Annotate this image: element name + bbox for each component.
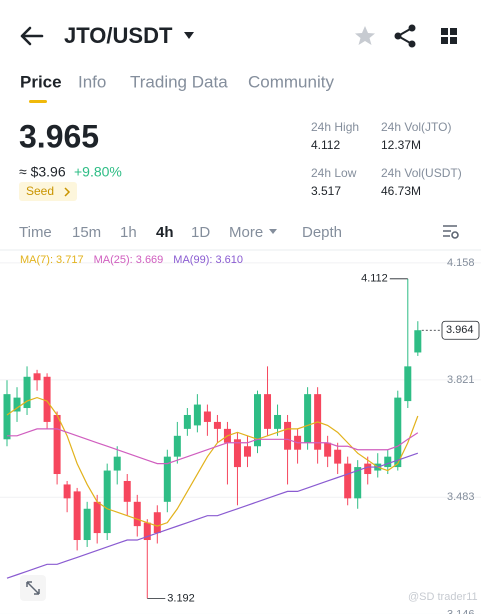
candle-body [243,446,251,457]
stat-value: 4.112 [311,138,340,152]
tab[interactable]: Info [78,72,106,91]
back-button[interactable] [20,26,44,46]
legend-entry: MA(99): 3.610 [173,254,243,266]
stat-label: 24h High [311,120,359,134]
candle-body [163,456,171,502]
candle-body [394,397,402,468]
stat-label: 24h Vol(JTO) [381,120,451,134]
candle-body [264,394,272,429]
candle-body [53,414,61,475]
candle-body [133,501,141,527]
candle-body [93,501,101,534]
candle-body [123,480,131,502]
candle-body [103,470,111,534]
candle-body [3,394,11,440]
ma-line [6,396,419,527]
candle-body [203,411,211,422]
fiat-price: ≈ $3.96 [19,164,66,180]
last-price-label: 3.964 [446,324,474,336]
ma-line [7,428,419,465]
tag-label[interactable]: Seed [26,184,54,198]
stat-value: 12.37M [381,138,421,152]
candle-body [304,394,312,443]
stat-value: 46.73M [381,184,421,198]
fullscreen-button[interactable] [20,575,46,601]
tag-chevron [64,187,71,197]
watermark: @SD trader11 [408,591,478,603]
candle-body [173,435,181,457]
interval[interactable]: Time [19,224,52,241]
candle-body [193,404,201,426]
favorite-icon[interactable] [355,26,375,45]
y-tick-label: 3.483 [447,491,475,503]
candle-body [13,397,21,412]
pair-title[interactable]: JTO/USDT [64,23,173,48]
last-price: 3.965 [19,118,99,154]
share-icon[interactable] [394,24,416,48]
candle-body [254,394,261,447]
candle-body [354,467,362,499]
candle-body [284,421,292,450]
candle-body [73,491,81,541]
candle-body [143,522,151,541]
settings-icon[interactable] [443,225,459,239]
interval[interactable]: 1D [191,224,210,241]
candle-body [404,366,412,402]
candle-body [153,512,161,534]
candle-body [274,414,282,429]
tab-indicator [29,100,47,103]
legend-entry: MA(7): 3.717 [20,254,84,266]
candle-body [63,484,71,499]
price-change: +9.80% [74,164,122,180]
grid-icon[interactable] [441,28,457,44]
tab[interactable]: Price [20,72,62,91]
candle-body [33,373,41,381]
interval[interactable]: 15m [72,224,101,241]
interval[interactable]: Depth [302,224,342,241]
tab[interactable]: Trading Data [130,72,228,91]
last-price-box [441,320,480,340]
high-label: 4.112 [361,273,388,285]
candle-body [183,414,191,429]
candle-body [213,421,221,429]
interval[interactable]: 1h [120,224,137,241]
pair-caret[interactable] [184,32,194,39]
candle-body [113,456,121,471]
y-tick-label: 4.158 [447,257,475,269]
candle-body [334,449,342,464]
interval[interactable]: More [229,224,263,241]
y-tick-label: 3.821 [447,374,475,386]
candle-body [83,508,91,541]
interval[interactable]: 4h [156,224,174,241]
candle-body [43,376,51,422]
candle-body [324,442,332,457]
ma-line [6,452,419,579]
candle-body [23,376,31,409]
stat-value: 3.517 [311,184,341,198]
stat-label: 24h Low [311,166,357,180]
tab[interactable]: Community [248,72,334,91]
candle-body [364,463,372,475]
low-label: 3.192 [167,592,195,604]
candle-body [344,463,352,499]
legend-entry: MA(25): 3.669 [94,254,164,266]
candle-body [233,439,241,468]
tag-badge[interactable] [19,182,77,201]
candle-body [414,330,422,353]
y-tick-label: 3.146 [447,608,475,614]
candle-body [384,456,392,468]
more-caret [269,229,277,234]
stat-label: 24h Vol(USDT) [381,166,462,180]
